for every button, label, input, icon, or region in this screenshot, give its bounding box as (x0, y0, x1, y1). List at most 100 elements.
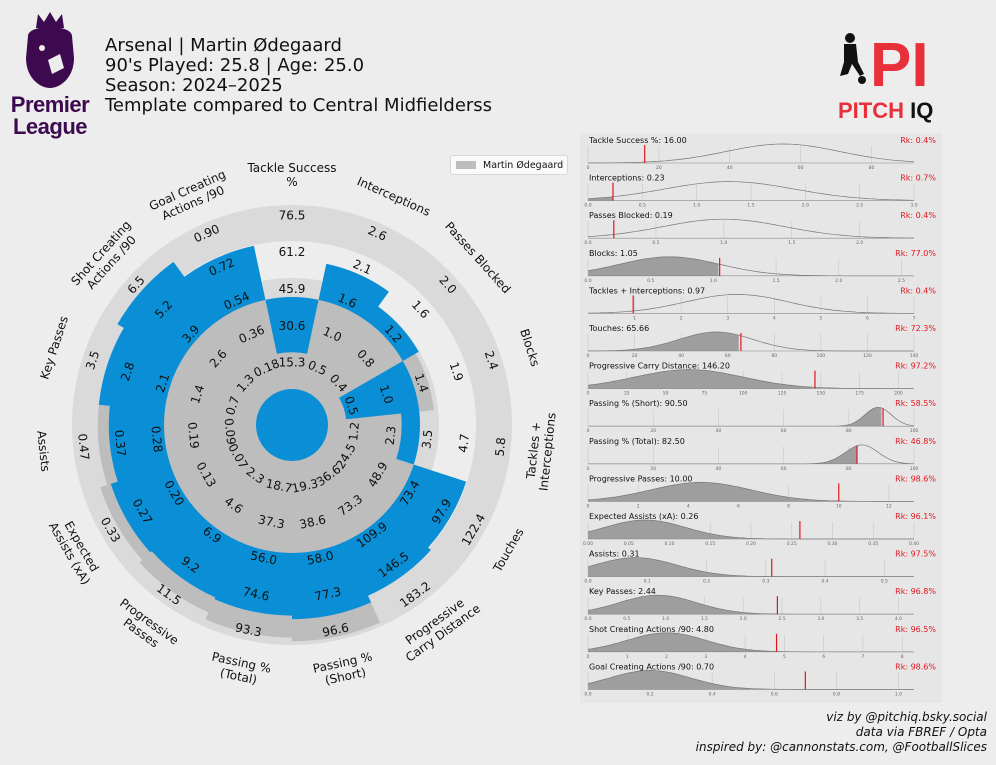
radar-tick-label: 45.9 (279, 282, 306, 296)
dist-tick-label: 3.5 (856, 616, 863, 622)
radar-axis-label: Passing %(Total) (208, 650, 273, 690)
dist-tick-label: 0.8 (833, 691, 840, 697)
dist-rank-label: Rk: 58.5% (895, 399, 936, 408)
dist-tick-label: 100 (817, 353, 826, 359)
legend-label: Martin Ødegaard (483, 159, 564, 171)
axis-label-line: Interceptions (355, 174, 433, 219)
dist-curve (588, 331, 914, 352)
dist-tick-label: 8 (901, 654, 904, 660)
dist-tick-label: 0.25 (787, 541, 797, 547)
radar-axis-label: Passing %(Short) (312, 650, 377, 690)
brand-mark: PI (870, 31, 929, 98)
axis-label-line: % (286, 175, 297, 189)
radar-axis-label: Tackles +Interceptions (523, 410, 559, 491)
dist-tick-label: 1.0 (720, 240, 727, 246)
dist-tick-label: 1.0 (895, 691, 902, 697)
radar-axis-label: Assists (34, 430, 52, 473)
footballer-icon: PI (840, 31, 929, 100)
dist-panel-9: 0 20 40 60 80 100 Passing % (Total): 82.50 Rk: … (587, 437, 937, 472)
axis-label-line: Touches (490, 526, 527, 576)
radar-axis-label: Blocks (517, 327, 542, 368)
dist-panel-8: 0 20 40 60 80 100 Passing % (Short): 90.50 Rk: … (587, 399, 937, 434)
credit-inspired: inspired by: @cannonstats.com, @Football… (695, 740, 987, 754)
dist-tick-label: 40 (716, 466, 722, 472)
dist-tick-label: 0.30 (827, 541, 837, 547)
dist-tick-label: 0.0 (584, 203, 591, 209)
dist-tick-label: 1.0 (710, 278, 717, 284)
dist-tick-label: 2.0 (856, 240, 863, 246)
radar-tick-label: 1.4 (188, 383, 207, 405)
dist-tick-label: 1.0 (662, 616, 669, 622)
radar-axis-label: Interceptions (355, 174, 433, 219)
played-age-line: 90's Played: 25.8 | Age: 25.0 (105, 55, 365, 76)
dist-panel-7: 0 25 50 75 100 125 150 175 200 Progressive Carry … (587, 362, 937, 397)
dist-panel-3: 0.0 0.5 1.0 1.5 2.0 Passes Blocked: 0.19 Rk: 0… (584, 211, 936, 246)
dist-tick-label: 0.2 (703, 579, 710, 585)
dist-tick-label: 80 (771, 353, 777, 359)
dist-curve (587, 181, 915, 201)
dist-tick-label: 1.5 (701, 616, 708, 622)
dist-shaded-area (588, 632, 776, 652)
dist-tick-label: 2 (680, 315, 683, 321)
dist-tick-label: 1 (626, 654, 629, 660)
dist-tick-label: 2 (637, 503, 640, 509)
dist-tick-label: 0 (587, 165, 590, 171)
dist-tick-label: 0.00 (583, 541, 593, 547)
league-word-1: Premier (10, 92, 90, 117)
dist-tick-label: 20 (656, 165, 662, 171)
dist-shaded-area (588, 595, 776, 615)
dist-tick-label: 0.5 (639, 203, 646, 209)
dist-tick-label: 75 (702, 391, 708, 397)
dist-metric-label: Interceptions: 0.23 (589, 174, 665, 183)
dist-metric-label: Assists: 0.31 (589, 550, 640, 559)
radar-tick-label: 3.5 (419, 429, 435, 449)
radar-tick-label: 2.8 (118, 360, 137, 382)
radar-tick-label: 0.7 (223, 394, 242, 416)
dist-tick-label: 2.0 (835, 278, 842, 284)
dist-tick-label: 175 (855, 391, 864, 397)
radar-tick-label: 1.4 (412, 372, 431, 394)
radar-tick-label: 2.3 (383, 425, 399, 445)
dist-tick-label: 2 (665, 654, 668, 660)
dist-tick-label: 0 (587, 654, 590, 660)
axis-label-line: Key Passes (37, 314, 71, 381)
axis-label-line: Assists (34, 430, 52, 473)
radar-tick-label: 0.09 (222, 417, 239, 445)
dist-rank-label: Rk: 0.4% (900, 211, 936, 220)
dist-tick-label: 140 (910, 353, 919, 359)
template-line: Template compared to Central Midfielders… (105, 95, 493, 116)
dist-tick-label: 80 (846, 428, 852, 434)
dist-tick-label: 0.0 (584, 616, 591, 622)
dist-tick-label: 50 (663, 391, 669, 397)
dist-tick-label: 120 (863, 353, 872, 359)
dist-metric-label: Progressive Carry Distance: 146.20 (589, 362, 730, 371)
player-series (98, 245, 467, 620)
radar-tick-label: 5.8 (493, 437, 509, 457)
dist-tick-label: 2.0 (740, 616, 747, 622)
dist-tick-label: 0.5 (881, 579, 888, 585)
dist-panel-6: 0 20 40 60 80 100 120 140 Touches: 65.66 Rk: 72.3… (587, 324, 937, 359)
radar-axis-label: Touches (490, 526, 527, 576)
dist-tick-label: 6 (866, 315, 869, 321)
dist-tick-label: 150 (817, 391, 826, 397)
radar-tick-label: 3.5 (83, 349, 102, 371)
radar-tick-label: 1.9 (447, 360, 466, 382)
dist-tick-label: 60 (781, 428, 787, 434)
dist-tick-label: 1.5 (747, 203, 754, 209)
premier-league-logo: Premier League (8, 8, 92, 138)
dist-metric-label: Goal Creating Actions /90: 0.70 (589, 662, 714, 671)
dist-tick-label: 20 (650, 466, 656, 472)
player-center (256, 389, 328, 461)
radar-tick-label: 0.47 (75, 433, 92, 461)
dist-shaded-area (588, 520, 800, 539)
distribution-panel: 0 20 40 60 80 Tackle Success %: 16.00 Rk: 0.4%… (580, 133, 942, 703)
dist-tick-label: 0.4 (709, 691, 716, 697)
dist-tick-label: 4.0 (895, 616, 902, 622)
dist-curve (588, 143, 915, 164)
dist-tick-label: 100 (910, 428, 919, 434)
dist-tick-label: 4 (744, 654, 747, 660)
dist-tick-label: 0.2 (647, 691, 654, 697)
dist-tick-label: 0 (587, 391, 590, 397)
dist-rank-label: Rk: 77.0% (895, 249, 936, 258)
